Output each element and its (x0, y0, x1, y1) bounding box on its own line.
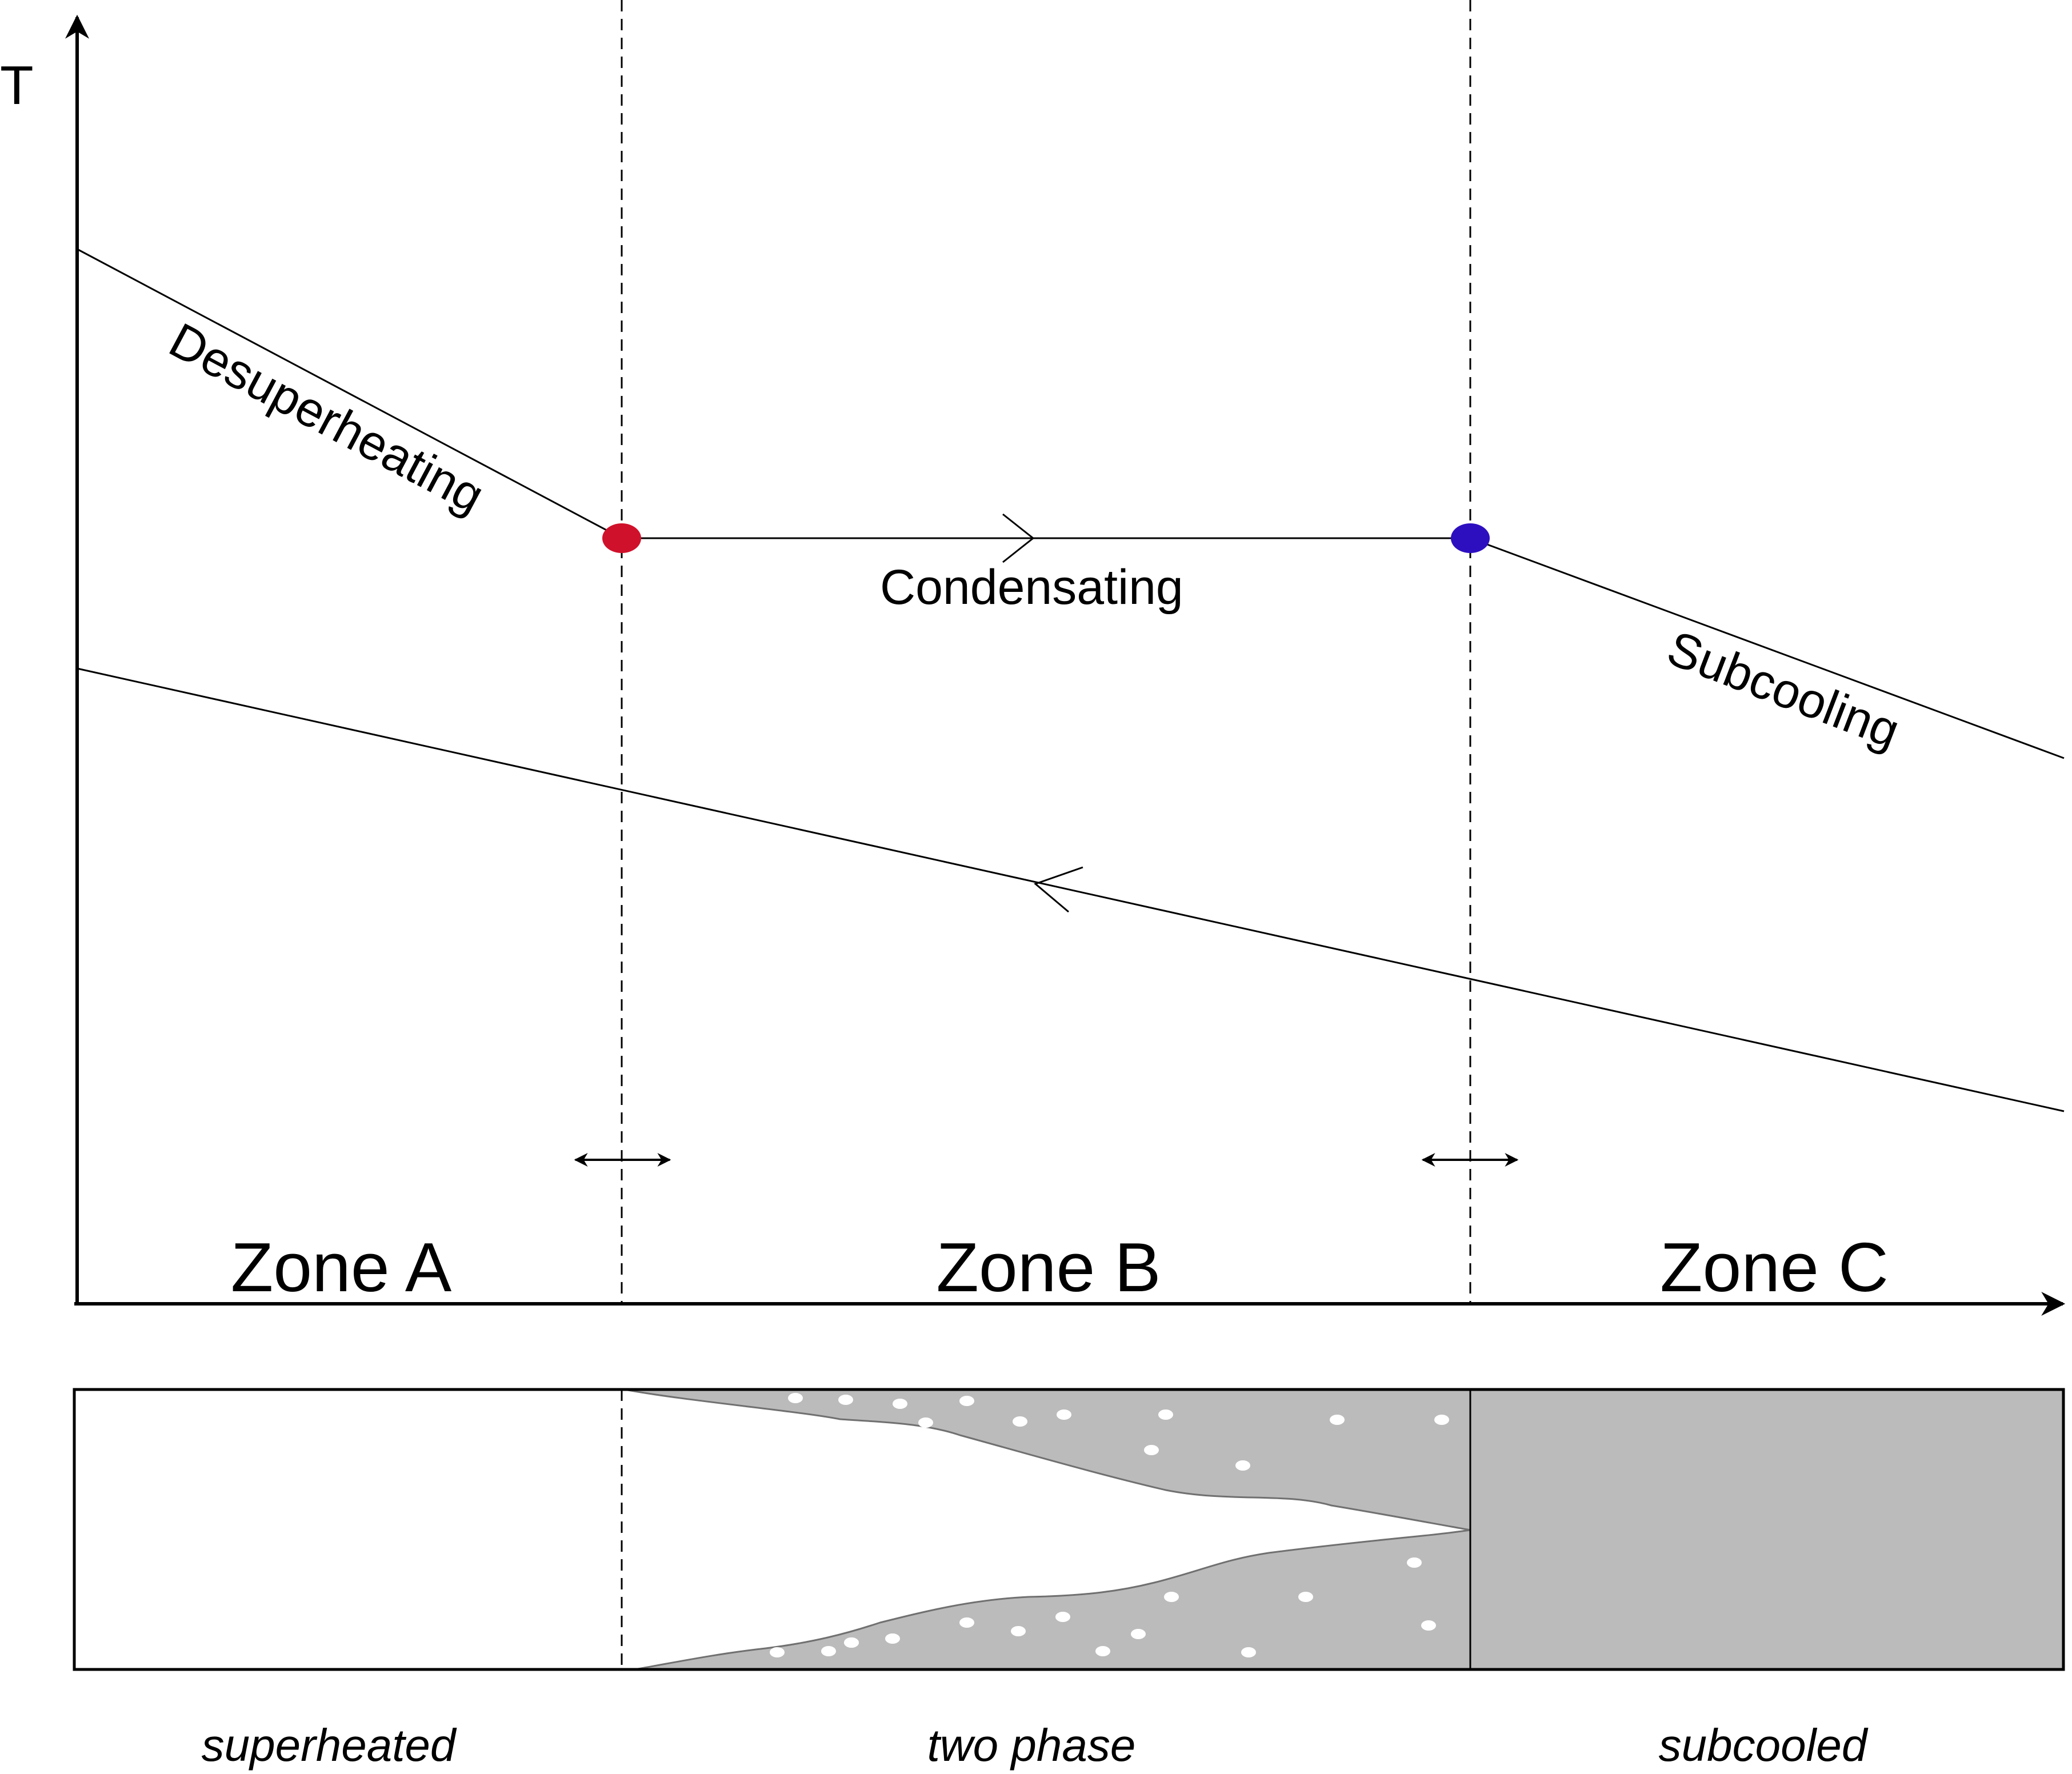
vapor-bubble (788, 1393, 803, 1403)
vapor-bubble (885, 1633, 900, 1644)
vapor-bubble (918, 1417, 933, 1428)
subcooled-liquid-region (1470, 1389, 2063, 1669)
upper-liquid-film (624, 1388, 1471, 1531)
vapor-bubble (959, 1617, 974, 1628)
zone-a-label: Zone A (231, 1228, 452, 1306)
vapor-bubble (770, 1647, 785, 1657)
vapor-bubble (1164, 1592, 1179, 1602)
saturated-vapor-point (602, 523, 641, 553)
temperature-axis-label: T (0, 55, 34, 116)
refrigerant-flow-arrowhead (1002, 513, 1035, 563)
vapor-bubble (838, 1395, 853, 1405)
vapor-bubble (1158, 1409, 1173, 1420)
coolant-flow-arrowhead (1034, 866, 1083, 913)
condensating-label: Condensating (880, 560, 1183, 615)
lower-liquid-film (634, 1529, 1471, 1671)
vapor-bubble (1011, 1626, 1026, 1636)
vapor-bubble (1407, 1557, 1422, 1568)
vapor-bubble (1131, 1629, 1146, 1639)
vapor-bubble (893, 1399, 907, 1409)
condenser-tube (73, 1388, 2065, 1671)
subcooling-label: Subcooling (1660, 620, 1907, 759)
vapor-bubble (1330, 1415, 1345, 1425)
zone-c-label: Zone C (1660, 1228, 1889, 1306)
desuperheating-label: Desuperheating (161, 313, 493, 524)
vapor-bubble (1241, 1647, 1256, 1657)
vapor-bubble (844, 1637, 859, 1648)
coolant-temperature-curve (77, 667, 2065, 1112)
vapor-bubble (1013, 1416, 1027, 1427)
vapor-bubble (1095, 1646, 1110, 1656)
vapor-bubble (1057, 1409, 1071, 1420)
vapor-bubble (1235, 1460, 1250, 1471)
vapor-bubble (1055, 1612, 1070, 1622)
vapor-bubble (1298, 1592, 1313, 1602)
zone-b-label: Zone B (936, 1228, 1161, 1306)
superheated-label: superheated (202, 1720, 457, 1771)
vapor-bubble (959, 1396, 974, 1406)
vapor-bubbles (770, 1393, 1449, 1657)
vapor-bubble (821, 1646, 836, 1656)
two-phase-label: two phase (927, 1720, 1136, 1771)
subcooled-label: subcooled (1659, 1720, 1869, 1771)
vapor-bubble (1421, 1620, 1436, 1631)
vapor-bubble (1434, 1415, 1449, 1425)
tube-outline (73, 1388, 2065, 1671)
vapor-bubble (1144, 1445, 1159, 1455)
saturated-liquid-point (1451, 523, 1490, 553)
refrigerant-temperature-curve (77, 248, 2065, 759)
